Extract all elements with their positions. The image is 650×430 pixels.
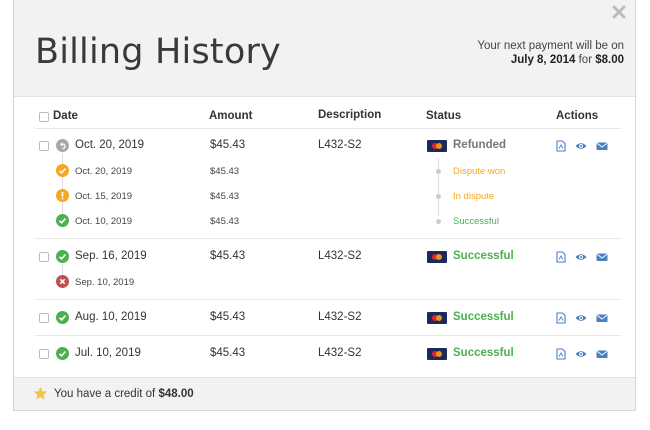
row-divider bbox=[35, 299, 621, 300]
close-icon[interactable] bbox=[612, 5, 628, 21]
eye-icon[interactable] bbox=[575, 311, 587, 323]
modal-footer: You have a credit of $48.00 bbox=[14, 377, 635, 410]
event-date: Oct. 15, 2019 bbox=[75, 191, 133, 202]
envelope-icon[interactable] bbox=[596, 311, 608, 323]
row-date: Sep. 16, 2019 bbox=[75, 250, 147, 262]
pdf-icon[interactable] bbox=[555, 250, 567, 263]
pdf-icon[interactable] bbox=[555, 311, 567, 324]
row-amount: $45.43 bbox=[210, 347, 246, 359]
check-icon bbox=[56, 311, 69, 324]
status-timeline-line bbox=[438, 158, 439, 216]
mastercard-icon bbox=[427, 251, 447, 263]
check-icon bbox=[56, 250, 69, 263]
column-header-description[interactable]: Description bbox=[318, 109, 382, 121]
event-status: Dispute won bbox=[453, 166, 506, 177]
next-payment-amount: $8.00 bbox=[595, 54, 624, 66]
envelope-icon[interactable] bbox=[596, 347, 608, 359]
row-checkbox[interactable] bbox=[39, 313, 49, 323]
timeline-dot bbox=[436, 219, 441, 224]
next-payment-label: Your next payment will be on bbox=[477, 40, 624, 52]
event-amount: $45.43 bbox=[210, 216, 240, 227]
event-date: Oct. 20, 2019 bbox=[75, 166, 133, 177]
x-icon bbox=[56, 275, 69, 288]
row-checkbox[interactable] bbox=[39, 252, 49, 262]
row-date: Jul. 10, 2019 bbox=[75, 347, 141, 359]
envelope-icon[interactable] bbox=[596, 250, 608, 262]
column-header-status[interactable]: Status bbox=[426, 110, 462, 122]
pdf-icon[interactable] bbox=[555, 347, 567, 360]
timeline-line bbox=[62, 264, 63, 276]
row-checkbox[interactable] bbox=[39, 141, 49, 151]
credit-info: You have a credit of $48.00 bbox=[54, 388, 194, 400]
table-header: Date Amount Description Status Actions bbox=[35, 108, 621, 128]
next-payment-date: July 8, 2014 bbox=[510, 54, 576, 66]
star-icon bbox=[33, 386, 48, 406]
next-payment-info: Your next payment will be on July 8, 201… bbox=[477, 39, 624, 67]
page-title: Billing History bbox=[35, 32, 281, 72]
modal-header: Billing History Your next payment will b… bbox=[14, 0, 635, 97]
row-status: Refunded bbox=[453, 139, 507, 151]
event-amount: $45.43 bbox=[210, 191, 240, 202]
row-divider bbox=[35, 238, 621, 239]
envelope-icon[interactable] bbox=[596, 139, 608, 151]
pdf-icon[interactable] bbox=[555, 139, 567, 152]
row-amount: $45.43 bbox=[210, 139, 246, 151]
row-amount: $45.43 bbox=[210, 311, 246, 323]
row-date: Aug. 10, 2019 bbox=[75, 311, 147, 323]
row-status: Successful bbox=[453, 250, 514, 262]
header-divider bbox=[35, 128, 621, 129]
mastercard-icon bbox=[427, 312, 447, 324]
row-status: Successful bbox=[453, 311, 514, 323]
event-status: Successful bbox=[453, 216, 499, 227]
exclamation-icon bbox=[56, 189, 69, 202]
refund-icon bbox=[56, 139, 69, 152]
event-amount: $45.43 bbox=[210, 166, 240, 177]
mastercard-icon bbox=[427, 348, 447, 360]
check-icon bbox=[56, 214, 69, 227]
next-payment-for: for bbox=[575, 54, 596, 66]
row-date: Oct. 20, 2019 bbox=[75, 139, 145, 151]
row-description: L432-S2 bbox=[318, 250, 362, 262]
column-header-actions: Actions bbox=[556, 110, 599, 122]
event-date: Oct. 10, 2019 bbox=[75, 216, 133, 227]
row-description: L432-S2 bbox=[318, 139, 362, 151]
eye-icon[interactable] bbox=[575, 347, 587, 359]
row-description: L432-S2 bbox=[318, 347, 362, 359]
row-status: Successful bbox=[453, 347, 514, 359]
event-date: Sep. 10, 2019 bbox=[75, 277, 135, 288]
column-header-amount[interactable]: Amount bbox=[209, 110, 253, 122]
credit-amount: $48.00 bbox=[158, 388, 194, 400]
mastercard-icon bbox=[427, 140, 447, 152]
timeline-dot bbox=[436, 194, 441, 199]
column-header-date[interactable]: Date bbox=[53, 110, 78, 122]
check-icon bbox=[56, 347, 69, 360]
event-status: In dispute bbox=[453, 191, 495, 202]
credit-prefix: You have a credit of bbox=[54, 388, 159, 400]
check-icon bbox=[56, 164, 69, 177]
eye-icon[interactable] bbox=[575, 139, 587, 151]
eye-icon[interactable] bbox=[575, 250, 587, 262]
select-all-checkbox[interactable] bbox=[39, 112, 49, 122]
billing-history-modal: Billing History Your next payment will b… bbox=[13, 0, 636, 411]
timeline-dot bbox=[436, 169, 441, 174]
timeline-line bbox=[62, 153, 63, 217]
row-amount: $45.43 bbox=[210, 250, 246, 262]
row-description: L432-S2 bbox=[318, 311, 362, 323]
row-divider bbox=[35, 335, 621, 336]
next-payment-detail: July 8, 2014 for $8.00 bbox=[477, 53, 624, 67]
row-checkbox[interactable] bbox=[39, 349, 49, 359]
